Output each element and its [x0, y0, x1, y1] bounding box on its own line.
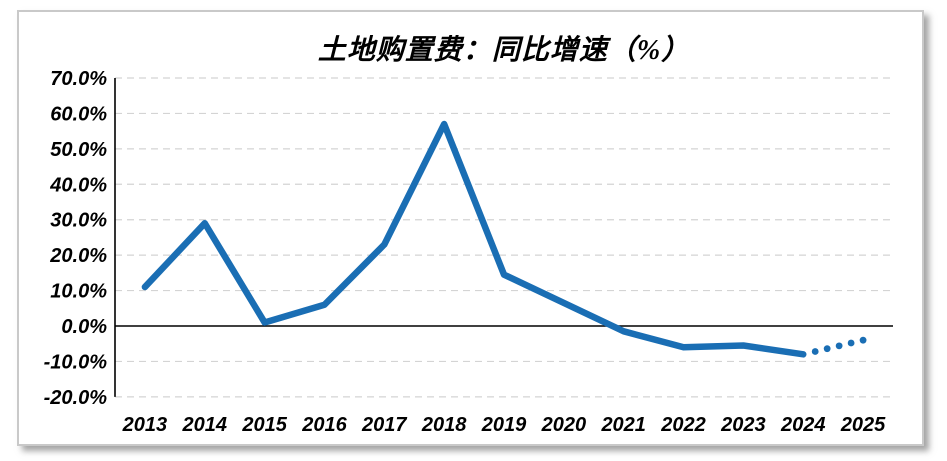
- chart-title: 土地购置费：同比增速（%）: [317, 35, 691, 66]
- x-tick-label: 2015: [241, 414, 287, 436]
- x-tick-label: 2020: [541, 414, 587, 436]
- forecast-dot: [823, 345, 831, 353]
- x-tick-label: 2018: [421, 414, 467, 436]
- forecast-dot: [811, 348, 819, 355]
- y-tick-label: -10.0%: [44, 351, 108, 373]
- x-tick-label: 2021: [600, 414, 646, 436]
- series-line: [141, 120, 807, 358]
- y-tick-label: 10.0%: [50, 281, 107, 303]
- x-tick-label: 2017: [361, 414, 407, 436]
- x-tick-label: 2025: [840, 414, 886, 436]
- x-tick-label: 2024: [780, 414, 826, 436]
- x-tick-label: 2013: [122, 414, 168, 436]
- y-tick-label: 0.0%: [61, 316, 107, 338]
- x-tick-label: 2019: [481, 414, 527, 436]
- y-tick-label: -20.0%: [44, 387, 108, 409]
- forecast-dot: [847, 339, 855, 347]
- chart-frame: [17, 10, 924, 446]
- y-tick-label: 30.0%: [50, 210, 107, 232]
- y-tick-label: 60.0%: [50, 103, 107, 125]
- x-tick-label: 2016: [301, 414, 347, 436]
- y-tick-label: 40.0%: [49, 174, 107, 196]
- y-tick-label: 50.0%: [50, 139, 107, 161]
- y-tick-label: 70.0%: [50, 68, 107, 90]
- x-tick-label: 2023: [720, 414, 766, 436]
- y-tick-label: 20.0%: [49, 245, 107, 267]
- x-tick-label: 2014: [182, 414, 228, 436]
- forecast-dot: [859, 336, 867, 344]
- x-tick-label: 2022: [660, 414, 706, 436]
- forecast-dot: [835, 342, 843, 350]
